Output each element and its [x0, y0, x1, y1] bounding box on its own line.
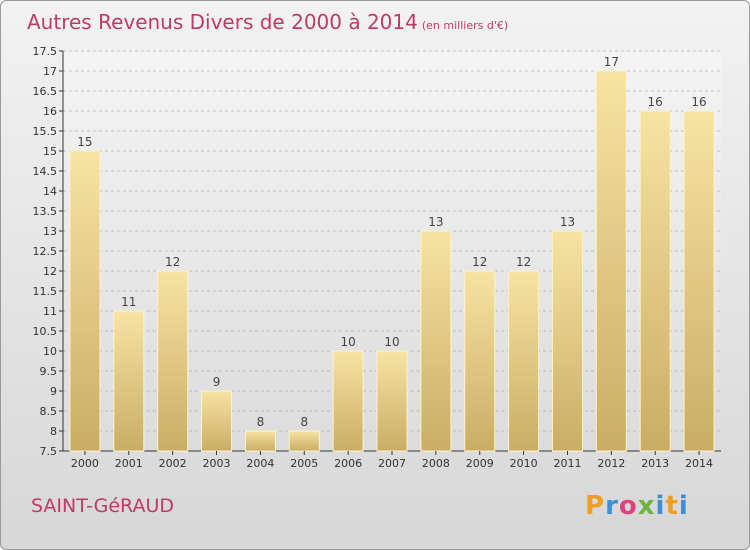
- bar: [595, 70, 627, 452]
- x-tick-label: 2013: [641, 457, 669, 470]
- y-tick-label: 9.5: [40, 365, 58, 378]
- logo-letter: i: [678, 491, 689, 521]
- y-tick-label: 16.5: [33, 85, 58, 98]
- logo-letter: t: [665, 491, 679, 521]
- y-tick-label: 16: [43, 105, 57, 118]
- x-tick-label: 2003: [203, 457, 231, 470]
- bar-value-label: 13: [560, 215, 575, 229]
- x-tick-label: 2011: [553, 457, 581, 470]
- logo-letter: i: [655, 491, 666, 521]
- bar-value-label: 16: [648, 95, 663, 109]
- y-tick-label: 8.5: [40, 405, 58, 418]
- bar-value-label: 8: [300, 415, 308, 429]
- bar: [288, 430, 320, 452]
- x-tick-label: 2002: [159, 457, 187, 470]
- y-tick-label: 7.5: [40, 445, 58, 458]
- x-tick-label: 2004: [246, 457, 274, 470]
- y-tick-label: 14: [43, 185, 57, 198]
- y-tick-label: 14.5: [33, 165, 58, 178]
- bar: [157, 270, 189, 452]
- y-tick-label: 10: [43, 345, 57, 358]
- bar: [69, 150, 101, 452]
- y-tick-label: 12.5: [33, 245, 58, 258]
- y-tick-label: 9: [50, 385, 57, 398]
- bar: [551, 230, 583, 452]
- x-tick-label: 2006: [334, 457, 362, 470]
- commune-name: SAINT-GéRAUD: [31, 495, 175, 517]
- bar: [508, 270, 540, 452]
- bar-value-label: 9: [213, 375, 221, 389]
- bar-value-label: 12: [165, 255, 180, 269]
- y-tick-label: 13: [43, 225, 57, 238]
- y-tick-label: 13.5: [33, 205, 58, 218]
- y-tick-label: 11.5: [33, 285, 58, 298]
- x-tick-label: 2010: [510, 457, 538, 470]
- logo-letter: P: [585, 491, 606, 521]
- x-tick-label: 2007: [378, 457, 406, 470]
- y-tick-label: 12: [43, 265, 57, 278]
- y-tick-label: 17: [43, 65, 57, 78]
- x-tick-label: 2001: [115, 457, 143, 470]
- y-tick-label: 15: [43, 145, 57, 158]
- bar-value-label: 13: [428, 215, 443, 229]
- chart-title: Autres Revenus Divers de 2000 à 2014 (en …: [27, 10, 508, 34]
- bar-value-label: 17: [604, 55, 619, 69]
- x-tick-label: 2008: [422, 457, 450, 470]
- title-unit: (en milliers d'€): [421, 19, 509, 32]
- bar-value-label: 11: [121, 295, 136, 309]
- bar-value-label: 12: [516, 255, 531, 269]
- bar-value-label: 12: [472, 255, 487, 269]
- bar: [332, 350, 364, 452]
- x-tick-label: 2012: [597, 457, 625, 470]
- bar: [376, 350, 408, 452]
- bar-value-label: 8: [257, 415, 265, 429]
- y-tick-label: 8: [50, 425, 57, 438]
- x-tick-label: 2009: [466, 457, 494, 470]
- x-tick-label: 2005: [290, 457, 318, 470]
- bar-value-label: 15: [77, 135, 92, 149]
- y-tick-label: 17.5: [33, 45, 58, 58]
- y-tick-label: 15.5: [33, 125, 58, 138]
- y-tick-label: 11: [43, 305, 57, 318]
- x-tick-label: 2014: [685, 457, 713, 470]
- bar-value-label: 10: [340, 335, 355, 349]
- logo-letter: o: [618, 491, 638, 521]
- x-tick-label: 2000: [71, 457, 99, 470]
- proxiti-logo: Proxiti: [585, 491, 689, 521]
- y-tick-label: 10.5: [33, 325, 58, 338]
- bar: [201, 390, 233, 452]
- bar: [113, 310, 145, 452]
- bar-value-label: 10: [384, 335, 399, 349]
- bar: [244, 430, 276, 452]
- bar: [464, 270, 496, 452]
- title-text: Autres Revenus Divers de 2000 à 2014: [27, 10, 418, 34]
- logo-letter: x: [637, 491, 656, 521]
- logo-letter: r: [605, 491, 619, 521]
- bar: [683, 110, 715, 452]
- bar-value-label: 16: [691, 95, 706, 109]
- bar: [639, 110, 671, 452]
- bar: [420, 230, 452, 452]
